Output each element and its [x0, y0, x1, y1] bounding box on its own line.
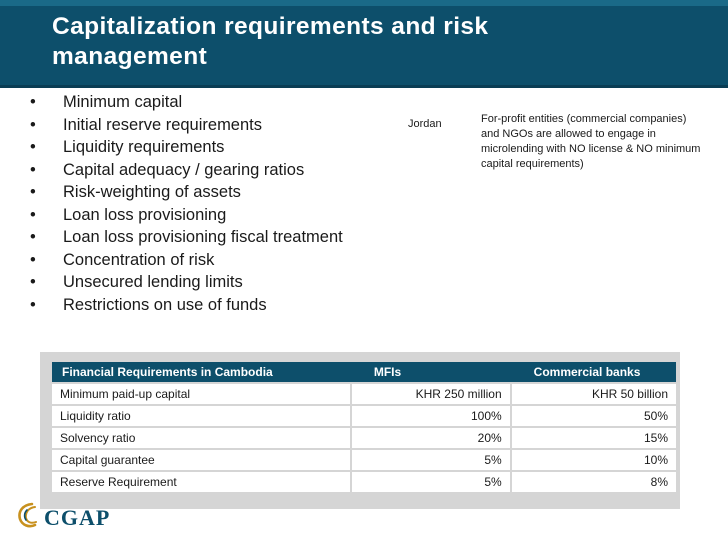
bullet-text: Risk-weighting of assets [63, 183, 241, 201]
table-cell: 20% [351, 428, 512, 448]
table-row: Capital guarantee 5% 10% [52, 450, 676, 470]
logo-swirl-icon [18, 502, 37, 528]
table-cell: 15% [511, 428, 676, 448]
bullet-marker: • [30, 183, 36, 201]
table-cell: KHR 50 billion [511, 384, 676, 404]
bullet-marker: • [30, 205, 36, 224]
table-cell: 100% [351, 406, 512, 426]
bullet-marker: • [30, 295, 36, 314]
bullet-marker: • [30, 228, 36, 246]
column-header: Commercial banks [511, 362, 676, 382]
table-row: Minimum paid-up capital KHR 250 million … [52, 384, 676, 404]
bullet-item: • Concentration of risk [30, 249, 343, 272]
slide-title: Capitalization requirements and risk man… [52, 13, 489, 70]
bullet-item: • Capital adequacy / gearing ratios [30, 159, 343, 182]
table-cell: 50% [511, 406, 676, 426]
bullet-item: • Minimum capital [30, 91, 343, 114]
table-cell: 10% [511, 450, 676, 470]
title-banner: Capitalization requirements and risk man… [0, 0, 728, 88]
bullet-item: • Liquidity requirements [30, 136, 343, 159]
table-row: Solvency ratio 20% 15% [52, 428, 676, 448]
bullet-marker: • [30, 115, 36, 134]
bullet-marker: • [30, 273, 36, 291]
table-cell: Capital guarantee [52, 450, 352, 470]
table-row: Liquidity ratio 100% 50% [52, 406, 676, 426]
bullet-marker: • [30, 138, 36, 156]
table-cell: Minimum paid-up capital [52, 384, 352, 404]
bullet-marker: • [30, 250, 36, 269]
table-cell: 5% [351, 450, 512, 470]
requirements-table-panel: Financial Requirements in Cambodia MFIs … [40, 352, 680, 509]
requirements-table: Financial Requirements in Cambodia MFIs … [52, 360, 676, 494]
table-cell: KHR 250 million [351, 384, 512, 404]
bullet-item: • Unsecured lending limits [30, 271, 343, 294]
column-header: MFIs [351, 362, 512, 382]
bullet-item: • Risk-weighting of assets [30, 181, 343, 204]
bullet-text: Initial reserve requirements [63, 115, 262, 134]
bullet-marker: • [30, 93, 36, 111]
bullet-text: Concentration of risk [63, 250, 215, 269]
bullet-item: • Loan loss provisioning [30, 204, 343, 227]
example-country: Jordan [408, 118, 442, 130]
column-header: Financial Requirements in Cambodia [52, 362, 352, 382]
logo-text: CGAP [44, 505, 111, 530]
bullet-item: • Loan loss provisioning fiscal treatment [30, 226, 343, 249]
bullet-text: Minimum capital [63, 93, 183, 111]
bullet-text: Liquidity requirements [63, 138, 225, 156]
table-header-row: Financial Requirements in Cambodia MFIs … [52, 362, 676, 382]
bullet-marker: • [30, 160, 36, 179]
table-cell: 5% [351, 472, 512, 492]
table-row: Reserve Requirement 5% 8% [52, 472, 676, 492]
table-cell: Solvency ratio [52, 428, 352, 448]
bullet-text: Capital adequacy / gearing ratios [63, 160, 305, 179]
example-description: For-profit entities (commercial companie… [481, 113, 701, 170]
bullet-list: • Minimum capital • Initial reserve requir… [30, 91, 343, 316]
bullet-text: Loan loss provisioning fiscal treatment [63, 228, 343, 246]
bullet-text: Loan loss provisioning [63, 205, 227, 224]
table-cell: Reserve Requirement [52, 472, 352, 492]
bullet-item: • Initial reserve requirements [30, 114, 343, 137]
table-cell: Liquidity ratio [52, 406, 352, 426]
bullet-text: Unsecured lending limits [63, 273, 243, 291]
bullet-item: • Restrictions on use of funds [30, 294, 343, 317]
table-cell: 8% [511, 472, 676, 492]
bullet-text: Restrictions on use of funds [63, 295, 267, 314]
